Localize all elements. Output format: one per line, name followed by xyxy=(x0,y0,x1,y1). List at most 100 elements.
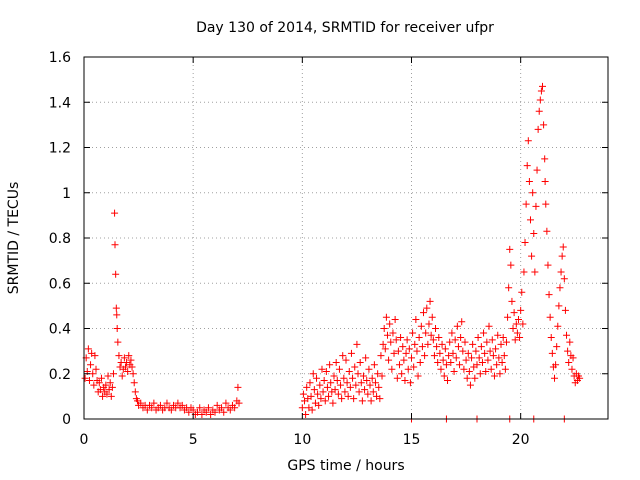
data-points xyxy=(81,82,584,423)
data-point xyxy=(306,379,314,387)
data-point xyxy=(112,270,120,278)
data-point xyxy=(521,239,529,247)
data-point xyxy=(518,288,526,296)
data-point xyxy=(367,397,375,405)
data-point xyxy=(127,356,135,364)
data-point xyxy=(487,365,495,373)
data-point xyxy=(434,358,442,366)
data-point xyxy=(464,349,472,357)
data-point xyxy=(416,358,424,366)
data-point xyxy=(469,340,477,348)
data-point xyxy=(429,336,437,344)
data-point xyxy=(316,381,324,389)
data-point xyxy=(330,372,338,380)
data-point xyxy=(504,313,512,321)
data-point xyxy=(353,340,361,348)
data-point xyxy=(344,392,352,400)
axis-ticks: 0 5 10 15 20 0 0.2 0.4 0.6 0.8 1 1.2 1.4 1.6 xyxy=(49,50,608,448)
data-point xyxy=(366,381,374,389)
data-point xyxy=(220,408,228,416)
data-point xyxy=(556,284,564,292)
data-point xyxy=(109,370,117,378)
data-point xyxy=(390,349,398,357)
data-point xyxy=(472,347,480,355)
data-point xyxy=(87,361,95,369)
data-point xyxy=(352,381,360,389)
data-point xyxy=(517,306,525,314)
y-axis-label: SRMTID / TECUs xyxy=(6,182,22,295)
data-point xyxy=(356,358,364,366)
data-point xyxy=(551,374,559,382)
data-point xyxy=(231,404,239,412)
data-point xyxy=(120,354,128,362)
data-point xyxy=(553,343,561,351)
data-point xyxy=(355,388,363,396)
data-point xyxy=(383,331,391,339)
data-point xyxy=(402,349,410,357)
y-tick-label: 1 xyxy=(62,186,71,202)
data-point xyxy=(121,363,129,371)
data-point xyxy=(425,320,433,328)
data-point xyxy=(150,399,158,407)
data-point xyxy=(552,361,560,369)
data-point xyxy=(357,379,365,387)
data-point xyxy=(439,356,447,364)
data-point xyxy=(124,367,132,375)
data-point xyxy=(341,388,349,396)
data-point xyxy=(548,349,556,357)
data-point xyxy=(369,388,377,396)
data-point xyxy=(364,390,372,398)
data-point xyxy=(381,345,389,353)
data-point xyxy=(386,320,394,328)
data-point xyxy=(405,345,413,353)
data-point xyxy=(234,383,242,391)
data-point xyxy=(89,370,97,378)
data-point xyxy=(388,365,396,373)
data-point xyxy=(474,334,482,342)
data-point xyxy=(379,340,387,348)
data-point xyxy=(433,343,441,351)
data-point xyxy=(332,358,340,366)
data-point xyxy=(308,406,316,414)
data-point xyxy=(194,408,202,416)
data-point xyxy=(557,268,565,276)
y-tick-label: 1.2 xyxy=(49,141,71,157)
data-point xyxy=(371,379,379,387)
data-point xyxy=(541,155,549,163)
data-point xyxy=(564,347,572,355)
data-point xyxy=(377,352,385,360)
data-point xyxy=(445,352,453,360)
data-point xyxy=(440,372,448,380)
data-point xyxy=(501,365,509,373)
data-point xyxy=(178,401,186,409)
data-point xyxy=(310,386,318,394)
data-point xyxy=(351,363,359,371)
data-point xyxy=(436,349,444,357)
data-point xyxy=(451,336,459,344)
x-axis-label: GPS time / hours xyxy=(287,458,404,474)
data-point xyxy=(489,352,497,360)
data-point xyxy=(460,365,468,373)
data-point xyxy=(516,334,524,342)
data-point xyxy=(163,399,171,407)
data-point xyxy=(526,216,534,224)
data-point xyxy=(317,395,325,403)
data-point xyxy=(428,313,436,321)
data-point xyxy=(102,381,110,389)
data-point xyxy=(514,315,522,323)
data-point xyxy=(329,399,337,407)
data-point xyxy=(365,365,373,373)
data-point xyxy=(376,395,384,403)
data-point xyxy=(394,347,402,355)
data-point xyxy=(502,338,510,346)
data-point xyxy=(542,200,550,208)
data-point xyxy=(114,338,122,346)
data-point xyxy=(493,361,501,369)
data-point xyxy=(385,356,393,364)
data-point xyxy=(519,320,527,328)
data-point xyxy=(400,356,408,364)
data-point xyxy=(334,390,342,398)
data-point xyxy=(524,137,532,145)
data-point xyxy=(444,377,452,385)
data-point xyxy=(213,401,221,409)
